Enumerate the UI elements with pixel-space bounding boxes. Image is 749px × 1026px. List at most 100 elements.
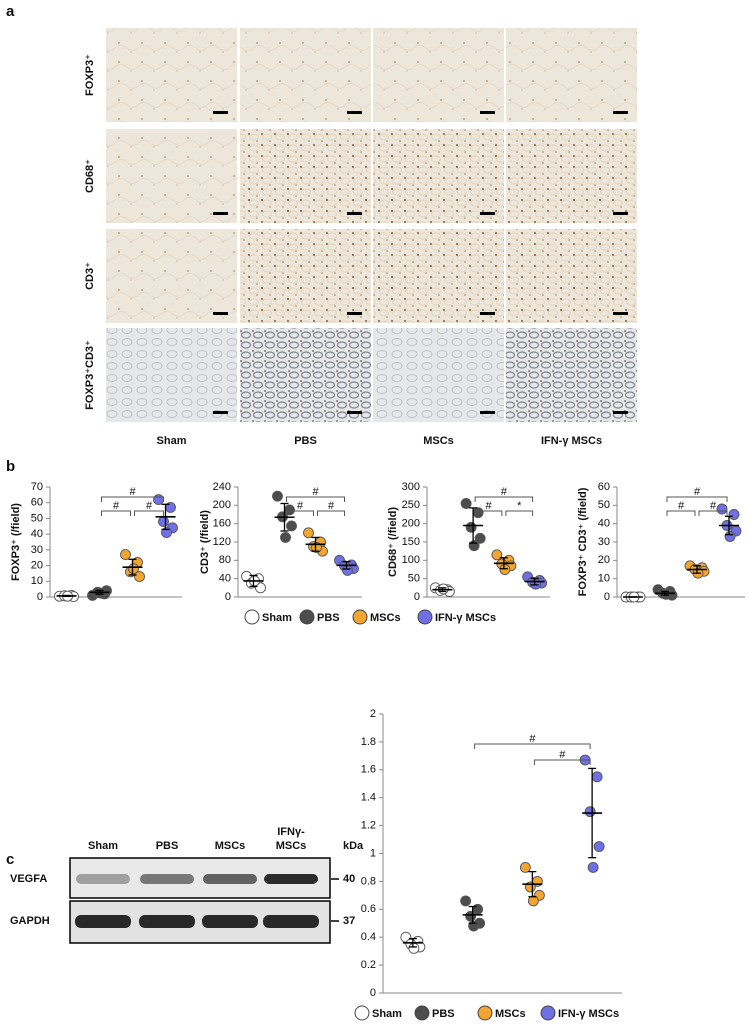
y-tick-label: 20 — [598, 554, 610, 566]
data-point — [724, 531, 736, 542]
data-point — [272, 490, 283, 502]
data-point — [158, 516, 169, 528]
y-tick-label: 40 — [31, 528, 43, 540]
legend-marker — [414, 1005, 430, 1021]
y-tick-label: 300 — [402, 481, 420, 493]
blot-band — [264, 874, 318, 884]
scale-bar — [480, 111, 495, 114]
significance-bracket — [286, 510, 314, 516]
y-tick-label: 30 — [31, 544, 43, 556]
y-tick-label: 1.2 — [361, 820, 376, 832]
significance-label: # — [485, 500, 492, 512]
legend-label: PBS — [432, 1008, 455, 1020]
unit-label: kDa — [343, 840, 364, 852]
micrograph-texture — [506, 129, 637, 223]
significance-bracket — [533, 759, 591, 765]
scale-bar — [613, 411, 628, 414]
y-tick-label: 1.8 — [361, 736, 376, 748]
panel-label: a — [6, 3, 15, 20]
y-tick-label: 2 — [370, 708, 376, 720]
blot-band — [263, 915, 319, 928]
significance-label: * — [517, 500, 522, 512]
significance-bracket — [474, 743, 591, 749]
y-tick-label: 200 — [213, 499, 231, 511]
data-point — [530, 578, 542, 590]
y-tick-label: 80 — [219, 554, 231, 566]
micrograph-texture — [506, 229, 637, 323]
blot-row-label: VEGFA — [10, 873, 47, 885]
y-axis-title: CD3⁺ (/field) — [199, 510, 211, 574]
significance-label: # — [297, 500, 304, 512]
y-tick-label: 150 — [402, 536, 420, 548]
legend-label: Sham — [372, 1008, 402, 1020]
column-label: IFN-γ MSCs — [541, 435, 602, 447]
y-tick-label: 50 — [598, 499, 610, 511]
micrograph-texture — [240, 229, 371, 323]
data-point — [527, 895, 539, 907]
significance-label: # — [694, 486, 701, 498]
y-tick-label: 250 — [402, 499, 420, 511]
lane-label: PBS — [156, 840, 179, 852]
micrograph-texture — [106, 229, 237, 323]
data-point — [128, 563, 139, 575]
blot-band — [75, 915, 131, 928]
significance-label: # — [529, 733, 536, 745]
data-point — [286, 520, 297, 532]
y-tick-label: 200 — [402, 518, 420, 530]
micrograph-texture — [506, 328, 637, 422]
lane-label: MSCs — [215, 840, 246, 852]
legend-marker — [477, 1005, 493, 1021]
legend-marker — [299, 609, 315, 625]
y-tick-label: 50 — [408, 573, 420, 585]
data-point — [468, 920, 480, 932]
micrograph-texture — [373, 229, 504, 323]
scale-bar — [613, 312, 628, 315]
panel-label: c — [6, 851, 14, 868]
micrograph-texture — [106, 129, 237, 223]
significance-bracket — [666, 510, 696, 516]
significance-bracket — [505, 510, 534, 516]
y-tick-label: 160 — [213, 518, 231, 530]
row-label: CD68⁺ — [84, 159, 96, 193]
y-axis-title: FOXP3⁺ (/field) — [10, 503, 22, 581]
data-point — [584, 806, 596, 818]
significance-bracket — [666, 496, 728, 502]
legend-marker — [354, 1005, 370, 1021]
column-label: Sham — [157, 435, 187, 447]
scale-bar — [347, 212, 362, 215]
y-tick-label: 1.6 — [361, 764, 376, 776]
marker-label: 40 — [343, 873, 355, 885]
data-point — [465, 521, 477, 533]
blot-row-label: GAPDH — [10, 915, 50, 927]
lane-label: MSCs — [276, 840, 307, 852]
significance-label: # — [146, 500, 153, 512]
y-tick-label: 70 — [31, 481, 43, 493]
y-tick-label: 40 — [219, 573, 231, 585]
data-point — [468, 540, 480, 552]
significance-bracket — [474, 510, 503, 516]
scale-bar — [480, 212, 495, 215]
data-point — [587, 862, 599, 873]
y-tick-label: 60 — [31, 497, 43, 509]
significance-bracket — [134, 510, 164, 516]
significance-label: # — [113, 500, 120, 512]
data-point — [460, 895, 472, 907]
y-tick-label: 100 — [402, 554, 420, 566]
data-point — [593, 841, 605, 852]
micrograph-texture — [240, 28, 371, 122]
scale-bar — [613, 212, 628, 215]
row-label: FOXP3⁺CD3⁺ — [84, 340, 96, 410]
micrograph-texture — [373, 28, 504, 122]
scale-bar — [613, 111, 628, 114]
scale-bar — [480, 411, 495, 414]
column-label: PBS — [294, 435, 317, 447]
scale-bar — [213, 111, 228, 114]
scale-bar — [347, 312, 362, 315]
row-label: FOXP3⁺ — [84, 54, 96, 96]
data-point — [474, 532, 486, 544]
marker-label: 37 — [343, 915, 355, 927]
scale-bar — [213, 312, 228, 315]
scale-bar — [480, 312, 495, 315]
micrograph-texture — [106, 328, 237, 422]
micrograph-texture — [106, 28, 237, 122]
